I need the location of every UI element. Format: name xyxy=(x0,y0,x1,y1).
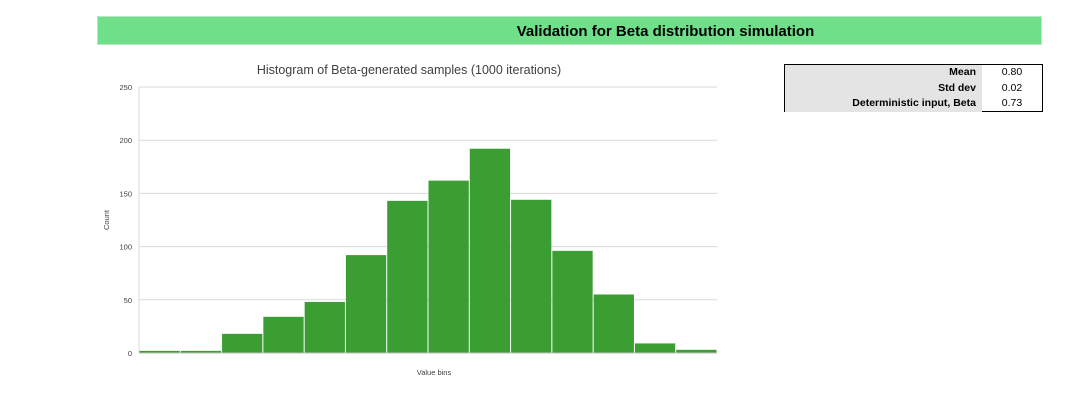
stats-row-mean: Mean 0.80 xyxy=(785,65,1042,81)
histogram-bar xyxy=(469,148,511,353)
beta-input-label: Deterministic input, Beta xyxy=(785,96,982,112)
page-title: Validation for Beta distribution simulat… xyxy=(516,23,815,40)
histogram-bar xyxy=(263,316,304,353)
histogram-bar xyxy=(593,294,634,353)
histogram-bar xyxy=(304,301,345,353)
title-banner: Validation for Beta distribution simulat… xyxy=(97,16,1042,45)
y-tick-label: 0 xyxy=(128,349,132,358)
std-dev-value: 0.02 xyxy=(1001,81,1023,94)
mean-value: 0.80 xyxy=(1001,66,1023,78)
histogram-bar xyxy=(511,199,552,353)
stats-table: Mean 0.80 Std dev 0.02 Deterministic inp… xyxy=(784,64,1043,112)
x-axis-label: Value bins xyxy=(417,368,452,377)
beta-input-value: 0.73 xyxy=(1001,97,1023,109)
histogram-bar xyxy=(139,350,180,353)
histogram-bar xyxy=(634,343,676,353)
chart-container: Histogram of Beta-generated samples (100… xyxy=(97,56,737,386)
histogram-bar xyxy=(345,255,387,353)
histogram-bar xyxy=(222,333,263,353)
histogram-chart: Histogram of Beta-generated samples (100… xyxy=(102,63,717,377)
histogram-bar xyxy=(676,349,717,353)
histogram-bar xyxy=(552,250,593,353)
histogram-bar xyxy=(387,200,428,353)
y-tick-label: 100 xyxy=(119,243,132,252)
histogram-bar xyxy=(428,180,469,353)
chart-title: Histogram of Beta-generated samples (100… xyxy=(257,63,561,77)
y-tick-label: 250 xyxy=(119,83,132,92)
stats-row-std-dev: Std dev 0.02 xyxy=(785,80,1042,96)
stats-row-beta-input: Deterministic input, Beta 0.73 xyxy=(785,96,1042,112)
y-tick-label: 200 xyxy=(119,136,132,145)
y-tick-label: 50 xyxy=(124,296,132,305)
mean-label: Mean xyxy=(785,65,982,81)
y-tick-label: 150 xyxy=(119,189,132,198)
std-dev-label: Std dev xyxy=(785,80,982,96)
histogram-bar xyxy=(180,350,222,353)
y-axis-label: Count xyxy=(102,209,111,230)
